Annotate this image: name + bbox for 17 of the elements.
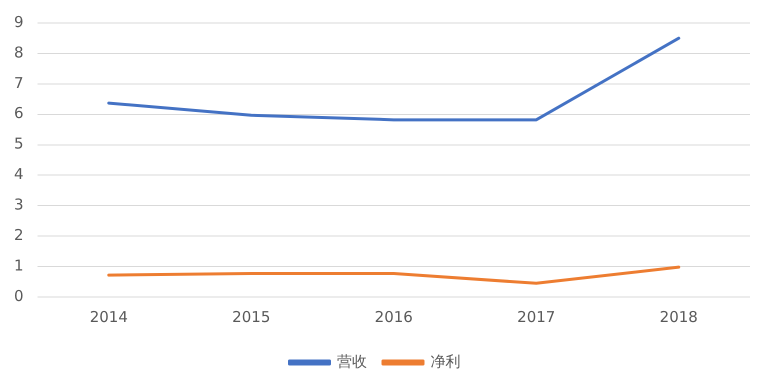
y-tick-label: 5 bbox=[14, 134, 24, 153]
x-tick-label: 2016 bbox=[374, 308, 413, 326]
y-tick-label: 2 bbox=[14, 226, 24, 244]
y-tick-label: 9 bbox=[14, 12, 24, 31]
legend-label: 营收 bbox=[337, 352, 367, 370]
x-tick-label: 2018 bbox=[660, 308, 698, 326]
legend-label: 净利 bbox=[430, 352, 460, 370]
y-tick-label: 8 bbox=[14, 43, 24, 62]
y-tick-label: 0 bbox=[14, 286, 24, 305]
y-tick-label: 7 bbox=[14, 74, 24, 92]
y-tick-label: 1 bbox=[14, 256, 24, 274]
x-tick-label: 2017 bbox=[517, 308, 556, 326]
x-tick-label: 2015 bbox=[232, 308, 270, 326]
y-tick-label: 6 bbox=[14, 104, 24, 122]
y-tick-label: 4 bbox=[14, 165, 24, 184]
x-tick-label: 2014 bbox=[90, 308, 128, 326]
y-tick-label: 3 bbox=[14, 196, 24, 214]
